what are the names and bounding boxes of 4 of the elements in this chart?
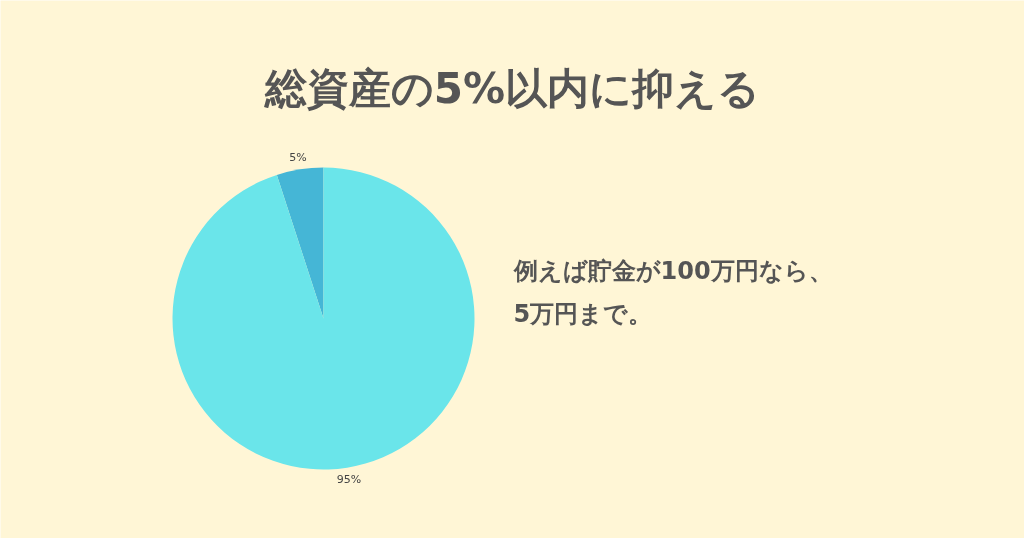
data-label: 5% — [289, 151, 307, 165]
text: 例えば貯金が100万円なら、 5万円まで。 — [512, 256, 833, 328]
data-label: 95% — [336, 472, 362, 486]
chart-title: 総資産の5%以内に抑える — [263, 64, 761, 113]
